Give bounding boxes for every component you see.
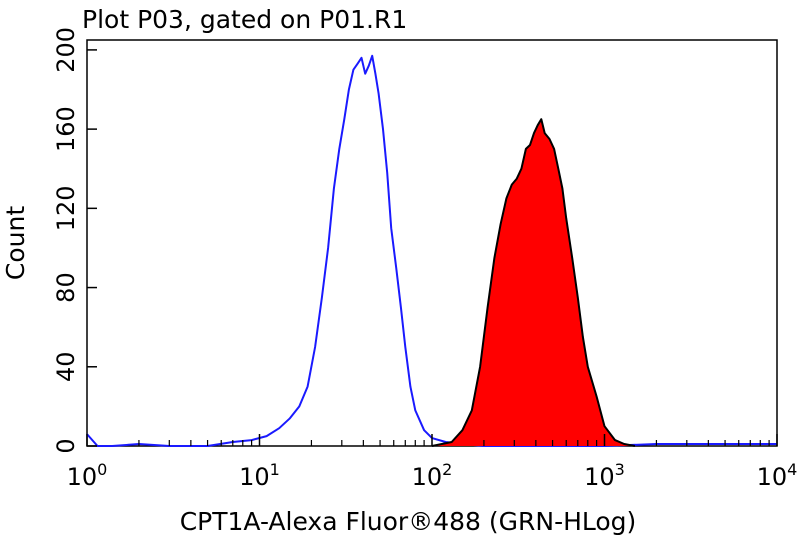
series-1-fill	[432, 119, 635, 446]
y-tick-label: 160	[52, 106, 80, 152]
series-layer	[86, 54, 777, 447]
x-axis-label: CPT1A-Alexa Fluor®488 (GRN-HLog)	[180, 507, 637, 536]
x-axis-ticks: 100 101 102 103 104	[67, 434, 798, 491]
x-tick-label: 103	[584, 460, 625, 491]
x-tick-label: 104	[757, 460, 798, 491]
plot-frame	[86, 39, 778, 447]
x-tick-label: 101	[239, 460, 280, 491]
y-tick-label: 120	[52, 185, 80, 231]
series-1-line	[431, 118, 636, 447]
y-tick-label: 80	[52, 272, 80, 303]
chart-title: Plot P03, gated on P01.R1	[82, 5, 407, 34]
x-tick-label: 100	[67, 460, 108, 491]
y-axis-ticks: 0 40 80 120 160 200	[52, 27, 97, 454]
y-tick-label: 0	[52, 438, 80, 453]
series-0-line	[86, 54, 777, 447]
y-axis-label: Count	[1, 206, 30, 280]
y-tick-label: 200	[52, 27, 80, 73]
x-tick-label: 102	[412, 460, 453, 491]
y-tick-label: 40	[52, 352, 80, 383]
